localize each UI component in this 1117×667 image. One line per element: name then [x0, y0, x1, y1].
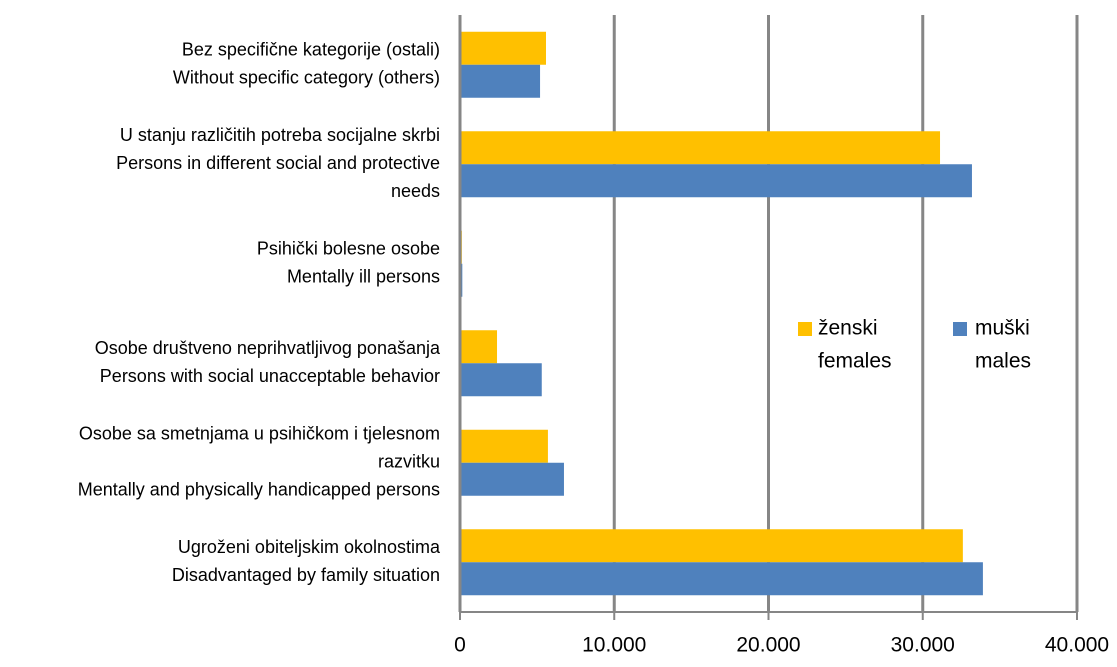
y-tick-label: Ugroženi obiteljskim okolnostima: [178, 537, 441, 557]
y-tick-label: Mentally ill persons: [287, 267, 440, 287]
legend-swatch: [798, 322, 812, 336]
legend-label: females: [818, 350, 892, 373]
bar: [460, 131, 941, 165]
legend-label: muški: [975, 317, 1030, 340]
x-tick-label: 30.000: [891, 634, 955, 657]
y-tick-label: Psihički bolesne osobe: [257, 239, 440, 259]
x-tick-label: 40.000: [1045, 634, 1109, 657]
y-tick-label: razvitku: [378, 452, 440, 472]
y-tick-label: Osobe društveno neprihvatljivog ponašanj…: [95, 338, 441, 358]
y-tick-label: Persons in different social and protecti…: [116, 153, 440, 173]
y-tick-label: Mentally and physically handicapped pers…: [78, 480, 440, 500]
x-tick-label: 20.000: [736, 634, 800, 657]
bar: [460, 164, 972, 198]
legend-swatch: [953, 322, 967, 336]
x-tick-label: 0: [454, 634, 466, 657]
y-tick-label: Disadvantaged by family situation: [172, 565, 440, 585]
bar: [460, 31, 546, 65]
y-tick-label: U stanju različitih potreba socijalne sk…: [120, 125, 440, 145]
y-tick-label: needs: [391, 181, 440, 201]
bar: [460, 429, 548, 463]
y-tick-label: Persons with social unacceptable behavio…: [100, 366, 440, 386]
bar: [460, 330, 498, 364]
legend-label: ženski: [818, 317, 878, 340]
bar: [460, 64, 541, 98]
bar: [460, 363, 542, 397]
bar: [460, 529, 963, 563]
legend-label: males: [975, 350, 1031, 373]
y-tick-label: Without specific category (others): [173, 68, 440, 88]
y-tick-label: Osobe sa smetnjama u psihičkom i tjelesn…: [79, 424, 440, 444]
bar: [460, 562, 983, 596]
x-tick-label: 10.000: [582, 634, 646, 657]
bar: [460, 462, 564, 496]
y-tick-label: Bez specifične kategorije (ostali): [182, 40, 440, 60]
